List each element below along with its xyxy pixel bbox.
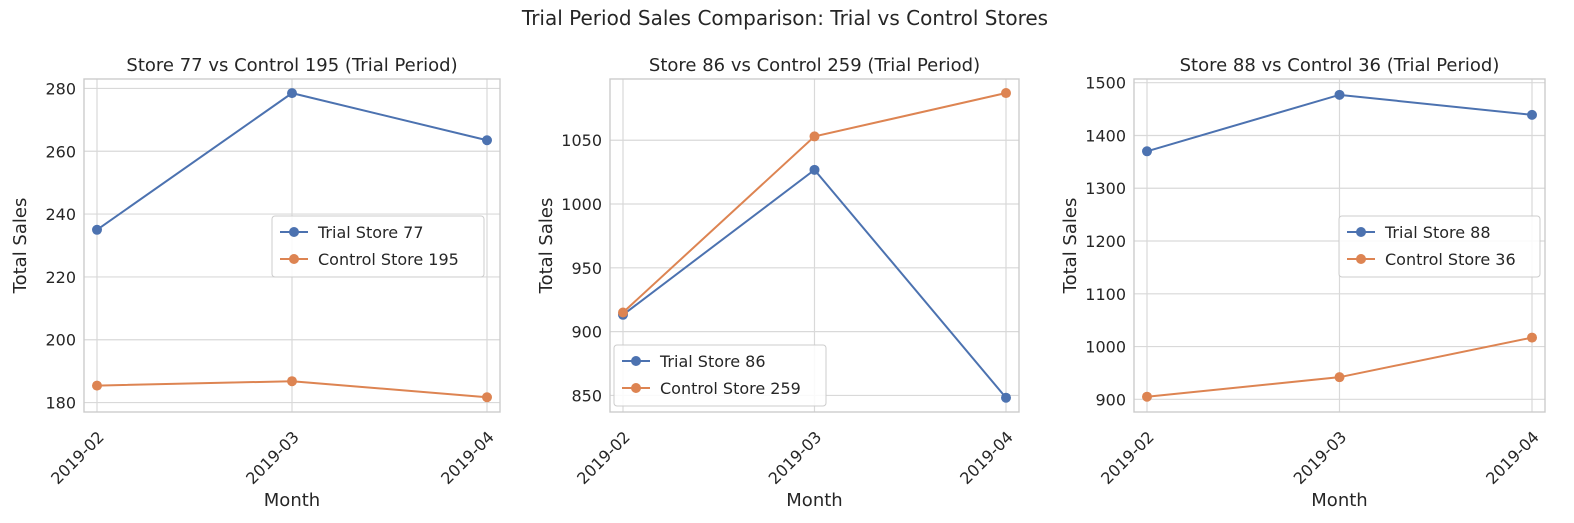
legend-label: Trial Store 77 <box>317 223 424 242</box>
chart-panel-2: Store 86 vs Control 259 (Trial Period) 85… <box>536 55 1020 511</box>
data-point <box>92 380 102 391</box>
y-tick-label: 1050 <box>561 131 602 150</box>
legend-marker <box>1356 254 1366 264</box>
y-tick-label: 260 <box>45 142 76 161</box>
y-tick-label: 1200 <box>1085 232 1126 251</box>
x-tick-label: 2019-04 <box>437 427 498 488</box>
y-tick-label: 200 <box>45 331 76 350</box>
y-tick-label: 220 <box>45 268 76 287</box>
x-tick-label: 2019-02 <box>1097 427 1158 488</box>
chart-title: Store 86 vs Control 259 (Trial Period) <box>649 55 980 76</box>
y-tick-label: 1300 <box>1085 179 1126 198</box>
chart-panel-1: Store 77 vs Control 195 (Trial Period) 18… <box>10 55 501 511</box>
y-tick-label: 280 <box>45 79 76 98</box>
data-point <box>92 224 102 235</box>
y-tick-label: 950 <box>571 259 602 278</box>
data-point <box>1527 332 1537 343</box>
data-point <box>1001 88 1011 99</box>
x-tick-label: 2019-03 <box>1290 427 1351 488</box>
y-tick-label: 900 <box>571 323 602 342</box>
legend-label: Control Store 259 <box>660 379 801 398</box>
y-axis-label: Total Sales <box>1060 198 1081 295</box>
data-point <box>1334 89 1345 100</box>
x-tick-label: 2019-02 <box>573 427 634 488</box>
legend-box <box>271 215 485 278</box>
y-tick-label: 850 <box>571 386 602 405</box>
legend-label: Trial Store 88 <box>1384 223 1491 242</box>
data-point <box>618 307 628 318</box>
x-tick-label: 2019-04 <box>956 427 1017 488</box>
data-point <box>809 164 820 175</box>
y-tick-label: 1000 <box>561 195 602 214</box>
data-point <box>1142 146 1152 157</box>
y-tick-label: 1000 <box>1085 338 1126 357</box>
x-tick-label: 2019-04 <box>1482 427 1543 488</box>
chart-title: Store 77 vs Control 195 (Trial Period) <box>126 55 457 76</box>
legend-marker <box>1356 227 1366 237</box>
x-axis-label: Month <box>264 490 320 511</box>
y-axis-label: Total Sales <box>536 198 557 295</box>
plot-frame <box>609 78 1020 413</box>
y-tick-label: 1500 <box>1085 74 1126 93</box>
legend: Trial Store 88 Control Store 36 <box>1338 215 1541 278</box>
legend-marker <box>631 356 641 366</box>
y-tick-label: 180 <box>45 394 76 413</box>
y-tick-label: 900 <box>1095 390 1126 409</box>
x-tick-label: 2019-02 <box>47 427 108 488</box>
x-axis-label: Month <box>1311 490 1367 511</box>
x-tick-label: 2019-03 <box>242 427 303 488</box>
legend: Trial Store 77 Control Store 195 <box>271 215 485 278</box>
chart-title: Store 88 vs Control 36 (Trial Period) <box>1180 55 1500 76</box>
y-tick-label: 1100 <box>1085 285 1126 304</box>
legend-box <box>613 344 827 407</box>
data-point <box>1142 391 1152 402</box>
x-tick-label: 2019-03 <box>765 427 826 488</box>
y-tick-label: 240 <box>45 205 76 224</box>
plot-frame <box>1133 78 1546 413</box>
data-point <box>287 88 297 99</box>
figure-title: Trial Period Sales Comparison: Trial vs … <box>521 6 1048 30</box>
data-point <box>1334 372 1345 383</box>
legend-label: Control Store 195 <box>318 250 459 269</box>
y-tick-label: 1400 <box>1085 126 1126 145</box>
legend-label: Control Store 36 <box>1385 250 1516 269</box>
legend-marker <box>631 383 641 393</box>
legend-box <box>1338 215 1541 278</box>
x-axis-label: Month <box>786 490 842 511</box>
data-point <box>1527 109 1537 120</box>
data-point <box>482 392 492 403</box>
data-point <box>1001 392 1011 403</box>
data-point <box>482 135 492 146</box>
y-axis-label: Total Sales <box>10 198 31 295</box>
legend-marker <box>289 254 299 264</box>
plot-frame <box>83 78 501 413</box>
chart-panel-3: Store 88 vs Control 36 (Trial Period) 900… <box>1060 55 1546 511</box>
legend: Trial Store 86 Control Store 259 <box>613 344 827 407</box>
data-point <box>287 376 297 387</box>
legend-label: Trial Store 86 <box>659 352 766 371</box>
data-point <box>809 131 820 142</box>
legend-marker <box>289 227 299 237</box>
